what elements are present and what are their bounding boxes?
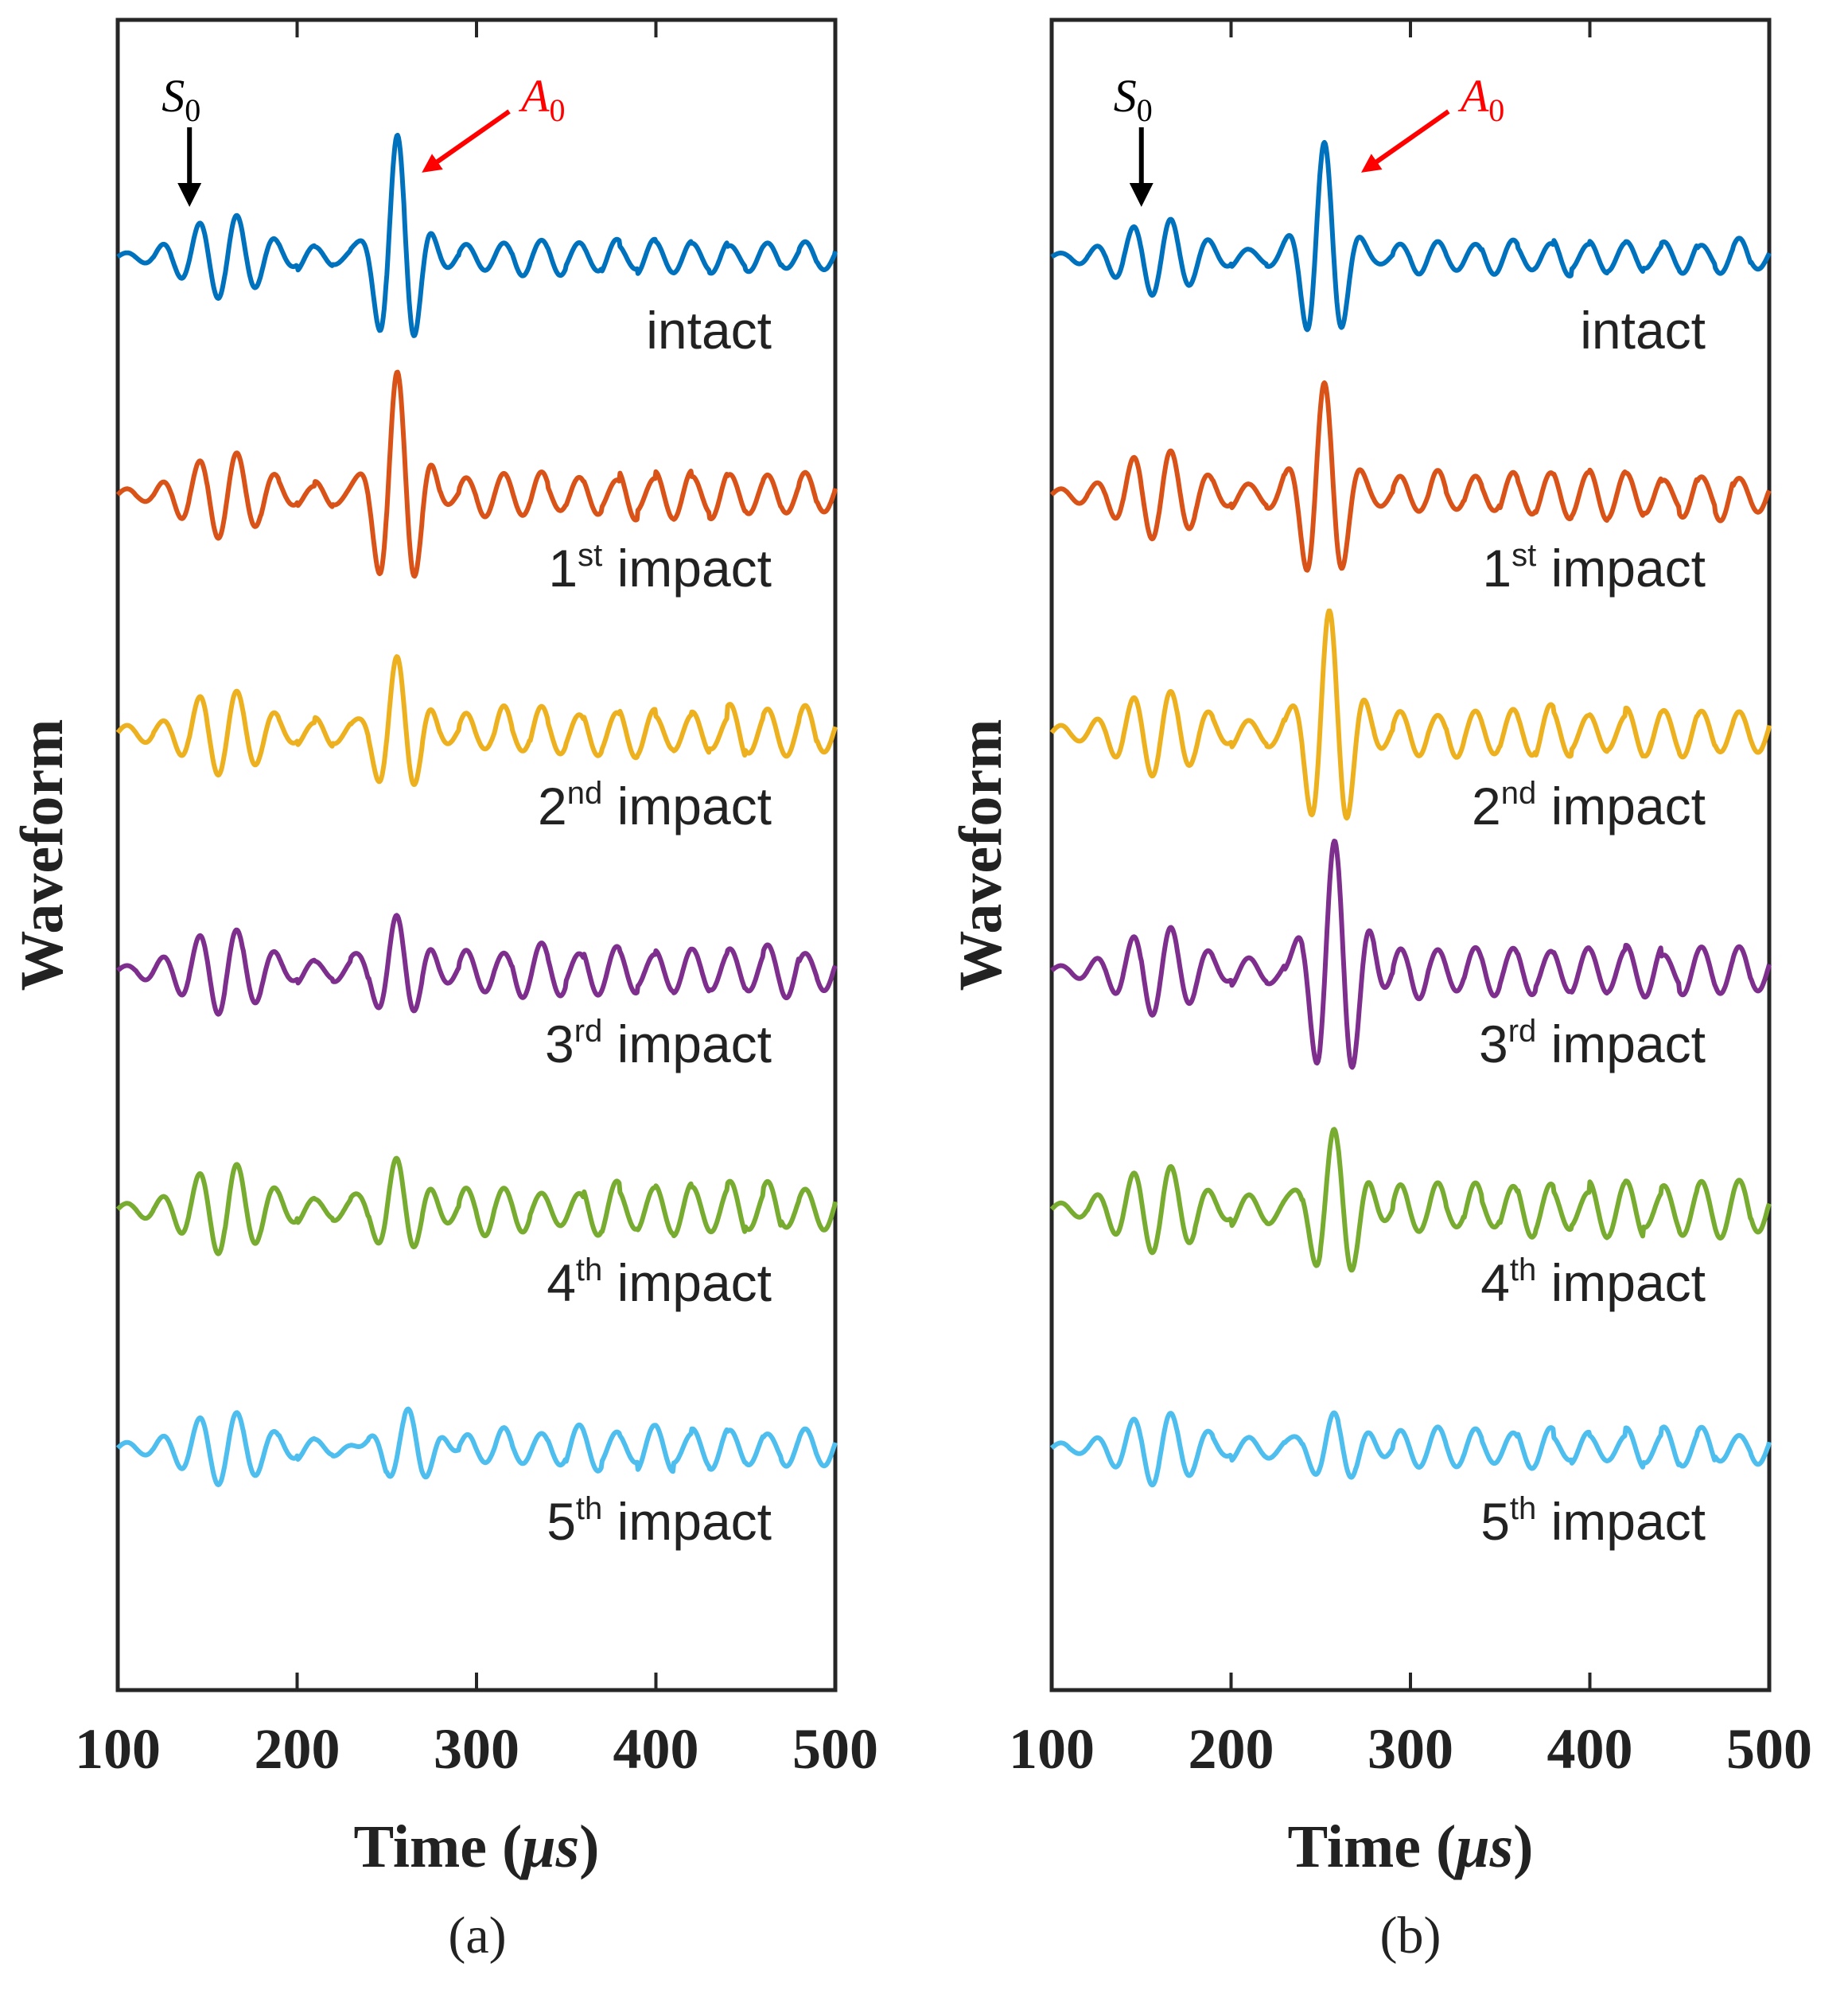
trace-label: 4th impact [547, 1252, 772, 1312]
waveform-line-2nd-impact [1049, 608, 1772, 821]
panel-label: (b) [1380, 1907, 1441, 1965]
trace-label: intact [1580, 301, 1706, 360]
waveform-line-4th-impact [1049, 1127, 1772, 1273]
waveform-line-2nd-impact [115, 654, 838, 787]
trace-label: 5th impact [1480, 1491, 1706, 1551]
y-axis-title: Waveform [9, 719, 76, 991]
waveform-line-3rd-impact [1050, 839, 1772, 1070]
x-tick-label: 100 [1009, 1717, 1095, 1781]
trace-label: 2nd impact [538, 776, 772, 835]
trace-label: 3rd impact [545, 1014, 772, 1073]
waveform-line-5th-impact [115, 1406, 838, 1487]
s0-annotation: S0 [1114, 70, 1154, 207]
s0-annotation: S0 [161, 70, 202, 207]
x-tick-label: 500 [792, 1717, 878, 1781]
trace-label: 4th impact [1480, 1252, 1706, 1312]
trace-label: 1st impact [548, 538, 772, 598]
waveform-line-4th-impact [115, 1155, 838, 1256]
a0-annotation: A0 [422, 70, 566, 173]
trace-label: intact [646, 301, 772, 360]
waveform-line-3rd-impact [116, 913, 838, 1017]
s0-label: S0 [1114, 70, 1153, 128]
panel-label: (a) [448, 1907, 506, 1965]
a0-arrow [1361, 109, 1450, 173]
x-tick-label: 100 [75, 1717, 161, 1781]
a0-annotation: A0 [1361, 70, 1504, 173]
waveform-line-1st-impact [115, 369, 838, 579]
x-axis-title: Time (μs) [1288, 1813, 1534, 1880]
a0-label: A0 [518, 70, 565, 128]
trace-label: 2nd impact [1472, 776, 1706, 835]
x-tick-label: 500 [1726, 1717, 1812, 1781]
panel-a: 100 200 300 400 500 Time (μs) Waveform (a) intac… [9, 18, 878, 1965]
s0-label: S0 [161, 70, 200, 128]
waveform-line-intact [1050, 139, 1772, 333]
waveform-line-intact [116, 132, 838, 338]
y-axis-title: Waveform [947, 719, 1014, 991]
panel-b: 100 200 300 400 500 Time (μs) Waveform (b) intac… [947, 18, 1812, 1965]
waveform-line-1st-impact [1049, 380, 1772, 573]
x-tick-label: 400 [613, 1717, 699, 1781]
x-axis-title: Time (μs) [354, 1813, 600, 1880]
x-tick-label: 200 [1189, 1717, 1274, 1781]
trace-label: 1st impact [1482, 538, 1706, 598]
x-tick-label: 200 [255, 1717, 340, 1781]
trace-label: 3rd impact [1479, 1014, 1706, 1073]
x-tick-label: 300 [434, 1717, 519, 1781]
x-tick-label: 300 [1368, 1717, 1453, 1781]
waveform-line-5th-impact [1049, 1410, 1772, 1488]
a0-label: A0 [1457, 70, 1504, 128]
x-tick-label: 400 [1547, 1717, 1633, 1781]
a0-arrow [422, 109, 511, 173]
trace-label: 5th impact [547, 1491, 772, 1551]
